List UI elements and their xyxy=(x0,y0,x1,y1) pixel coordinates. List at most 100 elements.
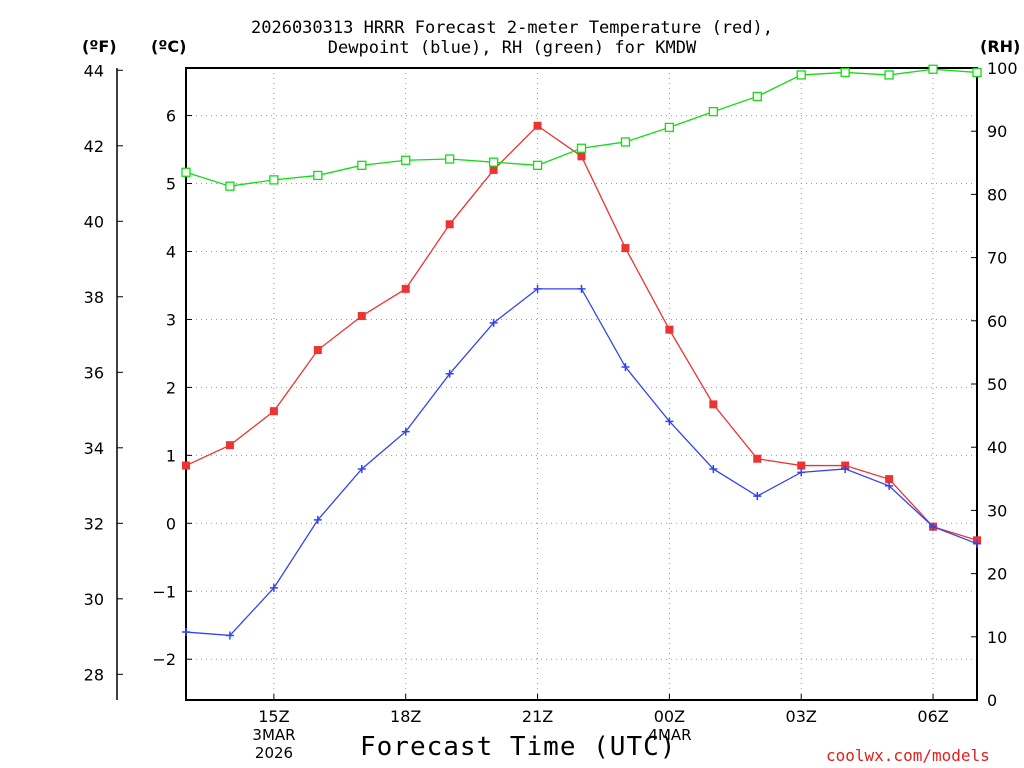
dewpoint-point xyxy=(797,468,806,477)
dewpoint-point xyxy=(357,464,366,473)
rh-point xyxy=(313,170,323,181)
rh-point xyxy=(269,175,279,185)
celsius-tick-label: 0 xyxy=(166,514,176,533)
dewpoint-point xyxy=(577,284,586,293)
temperature-point xyxy=(401,284,410,293)
dewpoint-line xyxy=(185,288,978,637)
fahrenheit-tick-label: 38 xyxy=(84,288,104,307)
temperature-point xyxy=(533,121,542,130)
x-axis-title: Forecast Time (UTC) xyxy=(360,732,677,762)
dewpoint-point xyxy=(621,363,630,372)
rh-point xyxy=(972,67,982,78)
rh-point xyxy=(708,106,718,117)
temperature-point xyxy=(797,461,806,470)
rh-tick-label: 30 xyxy=(987,501,1007,520)
fahrenheit-tick-label: 34 xyxy=(84,439,104,458)
x-tick-label: 18Z xyxy=(390,707,421,726)
rh-tick-label: 10 xyxy=(987,628,1007,647)
rh-point xyxy=(445,154,455,164)
date-label-day1: 3MAR 2026 xyxy=(244,726,304,762)
rh-tick-label: 20 xyxy=(987,565,1007,584)
fahrenheit-tick-label: 36 xyxy=(84,363,104,382)
rh-point xyxy=(181,167,191,177)
dewpoint-point xyxy=(401,427,410,436)
celsius-tick-label: 2 xyxy=(166,378,176,397)
rh-point xyxy=(752,91,762,102)
fahrenheit-tick-label: 30 xyxy=(84,590,104,609)
temperature-point xyxy=(709,400,718,409)
date-year1: 2026 xyxy=(254,744,294,762)
dewpoint-point xyxy=(753,492,762,501)
temperature-point xyxy=(269,407,278,416)
dewpoint-point xyxy=(973,539,981,548)
dewpoint-point xyxy=(533,284,542,293)
x-tick-label: 21Z xyxy=(522,707,553,726)
temperature-point xyxy=(225,441,234,450)
rh-tick-label: 100 xyxy=(987,59,1018,78)
celsius-tick-label: −1 xyxy=(152,582,176,601)
chart-title-line1: 2026030313 HRRR Forecast 2-meter Tempera… xyxy=(251,18,773,38)
dewpoint-point xyxy=(225,631,234,640)
rh-point xyxy=(664,122,675,133)
celsius-tick-label: 6 xyxy=(166,107,176,126)
celsius-tick-label: 1 xyxy=(166,446,176,465)
x-tick-label: 15Z xyxy=(258,707,289,726)
rh-tick-label: 0 xyxy=(987,691,997,710)
fahrenheit-tick-label: 42 xyxy=(84,137,104,156)
celsius-tick-label: −2 xyxy=(152,650,176,669)
dewpoint-point xyxy=(445,369,454,378)
rh-line xyxy=(185,68,978,187)
dewpoint-point xyxy=(313,515,322,524)
rh-point xyxy=(401,155,411,165)
dewpoint-point xyxy=(489,318,498,327)
celsius-tick-label: 3 xyxy=(166,310,176,329)
x-tick-label: 03Z xyxy=(786,707,817,726)
temperature-point xyxy=(665,325,674,334)
fahrenheit-tick-label: 32 xyxy=(84,514,104,533)
temperature-point xyxy=(182,461,190,470)
dewpoint-point xyxy=(709,464,718,473)
rh-tick-label: 60 xyxy=(987,312,1007,331)
temperature-point xyxy=(577,152,586,161)
x-tick-label: 00Z xyxy=(654,707,685,726)
temperature-point xyxy=(313,346,322,355)
rh-point xyxy=(840,67,850,78)
dewpoint-point xyxy=(929,522,938,531)
x-tick-label: 06Z xyxy=(917,707,948,726)
rh-unit-label: (RH) xyxy=(980,37,1021,56)
rh-tick-label: 50 xyxy=(987,375,1007,394)
celsius-tick-label: 4 xyxy=(166,242,176,261)
celsius-unit-label: (ºC) xyxy=(151,37,187,56)
temperature-point xyxy=(885,475,894,484)
temperature-point xyxy=(445,220,454,229)
rh-point xyxy=(532,160,543,170)
rh-point xyxy=(928,64,938,74)
dewpoint-point xyxy=(885,481,894,490)
temperature-point xyxy=(357,312,366,321)
rh-point xyxy=(796,70,806,80)
dewpoint-point xyxy=(665,417,674,426)
site-credit-link[interactable]: coolwx.com/models xyxy=(826,746,990,765)
rh-tick-label: 90 xyxy=(987,122,1007,141)
rh-point xyxy=(357,160,367,170)
fahrenheit-tick-label: 44 xyxy=(84,61,104,80)
rh-point xyxy=(225,181,235,191)
rh-tick-label: 70 xyxy=(987,249,1007,268)
chart-title-line2: Dewpoint (blue), RH (green) for KMDW xyxy=(327,38,697,58)
rh-tick-label: 40 xyxy=(987,438,1007,457)
rh-tick-label: 80 xyxy=(987,185,1007,204)
rh-point xyxy=(620,137,631,147)
plot-frame xyxy=(185,67,978,701)
fahrenheit-tick-label: 40 xyxy=(84,212,104,231)
date-day1: 3MAR xyxy=(252,726,296,744)
fahrenheit-tick-label: 28 xyxy=(84,665,104,684)
rh-point xyxy=(884,70,894,80)
fahrenheit-unit-label: (ºF) xyxy=(82,37,117,56)
temperature-point xyxy=(489,165,498,174)
temperature-point xyxy=(621,244,630,253)
dewpoint-point xyxy=(182,628,190,637)
date-day2: 4MAR xyxy=(648,726,692,744)
temperature-line xyxy=(185,124,978,541)
dewpoint-point xyxy=(269,583,278,592)
